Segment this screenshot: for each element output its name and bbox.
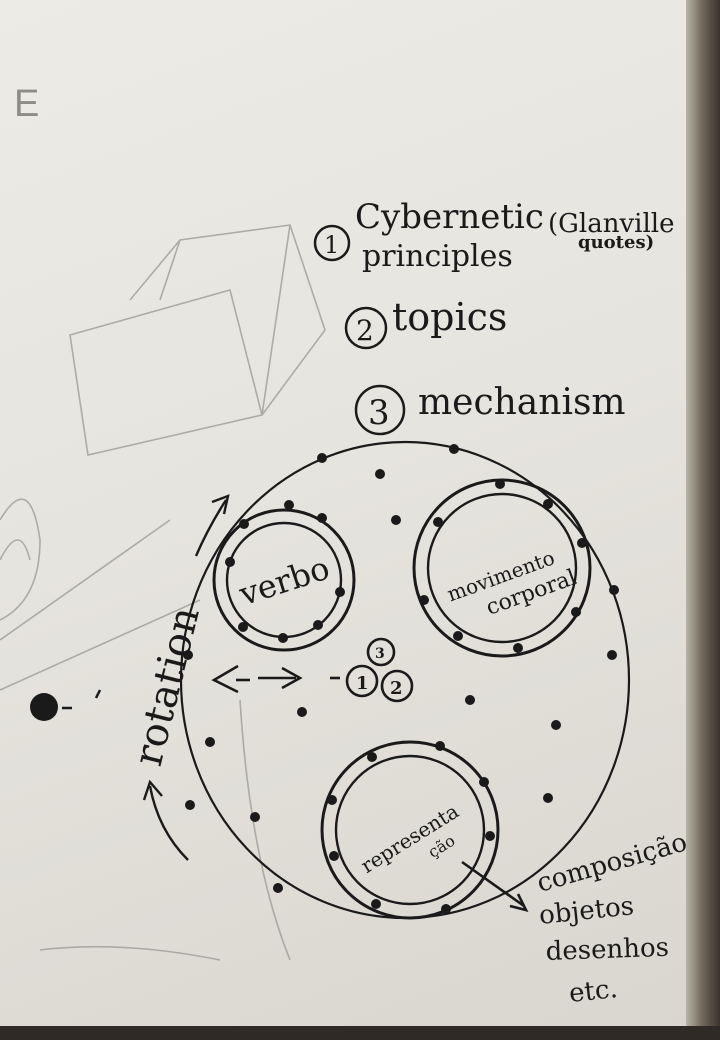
wheel-dot xyxy=(465,695,475,705)
corner-letter: E xyxy=(14,83,39,125)
wheel-dot xyxy=(367,752,377,762)
output-item-4: etc. xyxy=(568,974,620,1009)
wheel-dot xyxy=(485,831,495,841)
paper-sheet xyxy=(0,0,690,1030)
wheel-dot xyxy=(391,515,401,525)
wheel-dot xyxy=(609,585,619,595)
wheel-dot xyxy=(317,453,327,463)
list-item-1-number: 1 xyxy=(324,231,339,259)
output-item-1: composição xyxy=(534,827,691,898)
list-item-3-number: 3 xyxy=(368,393,390,433)
list-item-3-label: mechanism xyxy=(418,382,626,423)
number-badge-1 xyxy=(313,224,351,262)
wheel-dot xyxy=(297,707,307,717)
wheel-dot xyxy=(205,737,215,747)
anchor-point xyxy=(30,689,102,721)
wheel-dot xyxy=(284,500,294,510)
wheel-dot xyxy=(607,650,617,660)
circle-movimento-corporal: movimento corporal xyxy=(412,478,592,658)
wheel-hub: 1 2 3 xyxy=(345,637,414,703)
wheel-dot xyxy=(453,631,463,641)
wheel-dot xyxy=(543,499,553,509)
list-item-2-label: topics xyxy=(392,295,507,339)
wheel-dot xyxy=(375,469,385,479)
circle-verbo: verbo xyxy=(212,508,356,652)
output-item-3: desenhos xyxy=(545,933,669,967)
hub-pointer-arrows xyxy=(211,664,340,694)
hub-number-2: 2 xyxy=(390,678,403,699)
wheel-dot xyxy=(183,650,193,660)
number-badge-3 xyxy=(354,384,406,436)
circle-representacao: representa ção xyxy=(320,740,500,920)
wheel-dot xyxy=(433,517,443,527)
number-badge-2 xyxy=(344,306,388,350)
list-item-1-note2: quotes) xyxy=(578,232,654,253)
wheel-dot xyxy=(238,622,248,632)
list-item-1-line1: Cybernetic xyxy=(355,197,544,237)
wheel-dot xyxy=(543,793,553,803)
list-item-2-number: 2 xyxy=(356,314,374,347)
notebook-edge xyxy=(686,0,720,1040)
list-item-1-note: (Glanville xyxy=(548,209,675,239)
rotation-arrow-down xyxy=(148,785,189,861)
circle-verbo-label: verbo xyxy=(234,549,334,614)
output-item-2: objetos xyxy=(538,891,636,931)
output-arrow xyxy=(461,860,525,908)
wheel-dot xyxy=(273,883,283,893)
rotation-annotation: rotation xyxy=(125,494,230,861)
wheel-dot xyxy=(449,444,459,454)
rotation-arrow-up xyxy=(194,499,228,557)
hub-number-3: 3 xyxy=(375,646,385,662)
hub-number-1: 1 xyxy=(356,673,369,694)
wheel-dot xyxy=(371,899,381,909)
wheel-dot xyxy=(551,720,561,730)
pencil-sketches xyxy=(0,224,326,961)
output-annotation: composição objetos desenhos etc. xyxy=(461,827,691,1009)
wheel-dot xyxy=(185,800,195,810)
mechanism-wheel: verbo movimento corporal representa ção … xyxy=(179,440,631,920)
list-item-1-line2: principles xyxy=(362,239,513,274)
numbered-list: 1 Cybernetic principles (Glanville quote… xyxy=(313,197,675,436)
wheel-dot xyxy=(329,851,339,861)
table-surface xyxy=(0,1026,720,1040)
wheel-dot xyxy=(250,812,260,822)
wheel-dot xyxy=(513,643,523,653)
